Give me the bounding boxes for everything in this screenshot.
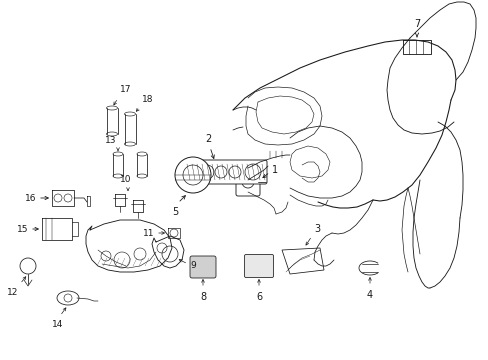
Text: 1: 1	[271, 165, 278, 175]
Text: 5: 5	[171, 207, 178, 217]
FancyBboxPatch shape	[244, 255, 273, 278]
Text: 6: 6	[255, 292, 262, 302]
Text: 2: 2	[204, 134, 211, 144]
Text: 13: 13	[104, 136, 116, 145]
Text: 3: 3	[313, 224, 320, 234]
Text: 16: 16	[24, 194, 36, 202]
Ellipse shape	[137, 174, 147, 178]
Circle shape	[175, 157, 210, 193]
Polygon shape	[282, 248, 324, 274]
Ellipse shape	[106, 106, 117, 110]
Text: 12: 12	[7, 288, 18, 297]
Text: 10: 10	[120, 175, 131, 184]
FancyBboxPatch shape	[236, 168, 260, 196]
Ellipse shape	[124, 112, 135, 116]
Text: 7: 7	[413, 19, 419, 29]
Text: 15: 15	[17, 225, 28, 234]
Text: 4: 4	[366, 290, 372, 300]
Ellipse shape	[113, 174, 123, 178]
Text: 11: 11	[142, 229, 154, 238]
Text: 9: 9	[190, 261, 195, 270]
Text: 17: 17	[120, 85, 131, 94]
Text: 14: 14	[52, 320, 63, 329]
FancyBboxPatch shape	[183, 160, 266, 184]
Text: 18: 18	[142, 95, 153, 104]
Ellipse shape	[124, 142, 135, 146]
Ellipse shape	[106, 132, 117, 136]
Ellipse shape	[113, 152, 123, 156]
Ellipse shape	[137, 152, 147, 156]
FancyBboxPatch shape	[190, 256, 216, 278]
Ellipse shape	[57, 291, 79, 305]
Text: 8: 8	[200, 292, 205, 302]
